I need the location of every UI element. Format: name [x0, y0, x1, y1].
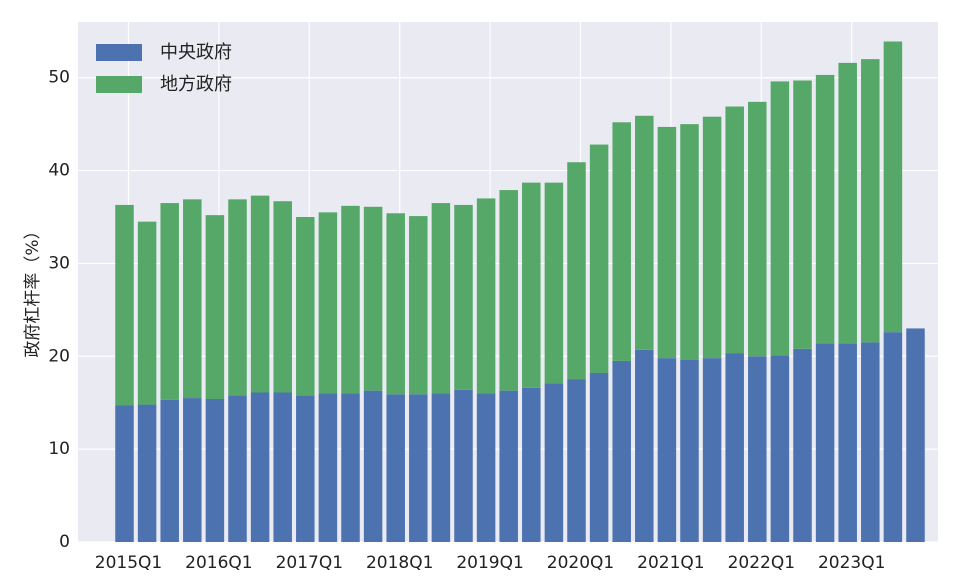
bar-central	[567, 379, 586, 542]
bar-local	[205, 215, 225, 399]
bar-local	[386, 213, 405, 395]
bar-central	[183, 398, 202, 542]
bar-central	[228, 395, 247, 542]
bar-central	[341, 393, 360, 542]
bar-local	[702, 116, 722, 359]
y-tick-label: 50	[48, 68, 70, 88]
y-tick-label: 20	[48, 346, 70, 366]
bar-central	[815, 343, 835, 542]
bar-local	[815, 74, 835, 344]
bar-local	[115, 204, 134, 406]
bar-central	[499, 390, 518, 542]
bar-local	[341, 205, 360, 394]
bar-local	[838, 62, 857, 344]
y-tick-label: 0	[59, 532, 70, 552]
bar-central	[635, 349, 654, 542]
bar-local	[318, 212, 338, 394]
y-tick-labels: 0 10 20 30 40 50	[48, 68, 70, 552]
bar-local	[499, 190, 518, 391]
bar-local	[883, 41, 903, 333]
bar-local	[657, 126, 677, 359]
bar-local	[476, 198, 496, 394]
bar-central	[770, 355, 790, 542]
bar-local	[635, 115, 654, 350]
bar-local	[228, 199, 247, 396]
bar-central	[431, 393, 451, 542]
bar-central	[137, 404, 157, 542]
bar-central	[522, 387, 541, 542]
legend-swatch	[96, 76, 142, 93]
x-tick-label: 2023Q1	[818, 553, 885, 573]
bar-local	[363, 206, 383, 391]
bar-local	[770, 81, 790, 356]
bar-local	[296, 217, 315, 396]
bar-local	[522, 182, 541, 388]
x-tick-label: 2016Q1	[185, 553, 252, 573]
bar-local	[725, 106, 744, 354]
bar-central	[906, 328, 925, 542]
x-tick-labels: 2015Q1 2016Q1 2017Q1 2018Q1 2019Q1 2020Q1 2021…	[95, 553, 886, 573]
bar-central	[657, 358, 677, 542]
bar-central	[725, 353, 744, 542]
bar-local	[567, 162, 586, 380]
bar-central	[115, 405, 134, 542]
bar-central	[296, 395, 315, 542]
y-tick-label: 10	[48, 439, 70, 459]
x-tick-label: 2017Q1	[276, 553, 343, 573]
bar-local	[861, 59, 880, 343]
x-tick-label: 2018Q1	[366, 553, 433, 573]
bar-central	[838, 343, 857, 542]
bar-central	[318, 393, 338, 542]
bar-central	[386, 394, 405, 542]
x-tick-label: 2022Q1	[728, 553, 795, 573]
bar-local	[680, 124, 699, 361]
bar-local	[160, 203, 179, 400]
bar-central	[748, 356, 767, 542]
bar-central	[589, 373, 609, 542]
bar-central	[160, 399, 179, 542]
bar-local	[748, 101, 767, 357]
bar-local	[454, 204, 473, 390]
bar-central	[454, 389, 473, 542]
bar-local	[137, 221, 157, 405]
bar-central	[476, 393, 496, 542]
y-tick-label: 30	[48, 253, 70, 273]
bar-central	[273, 392, 292, 542]
bar-central	[409, 394, 428, 542]
bar-local	[544, 182, 564, 384]
legend-label: 地方政府	[160, 74, 232, 95]
bar-central	[702, 358, 722, 542]
x-tick-label: 2019Q1	[456, 553, 523, 573]
x-tick-label: 2021Q1	[637, 553, 704, 573]
bar-central	[861, 342, 880, 542]
bar-central	[250, 392, 270, 542]
bar-central	[363, 390, 383, 542]
bar-local	[431, 203, 451, 394]
bar-central	[205, 399, 225, 542]
bar-central	[793, 348, 812, 542]
bar-central	[544, 383, 564, 542]
bars-group	[115, 41, 925, 542]
bar-central	[680, 360, 699, 542]
bar-central	[883, 332, 903, 542]
legend-swatch	[96, 44, 142, 61]
bar-local	[793, 80, 812, 349]
x-tick-label: 2020Q1	[547, 553, 614, 573]
bar-local	[273, 201, 292, 393]
x-tick-label: 2015Q1	[95, 553, 162, 573]
bar-central	[612, 360, 631, 542]
bar-local	[589, 144, 609, 373]
y-axis-title: 政府杠杆率（%）	[23, 222, 43, 357]
legend-label: 中央政府	[160, 42, 232, 63]
bar-local	[250, 195, 270, 393]
y-tick-label: 40	[48, 161, 70, 181]
bar-local	[183, 199, 202, 399]
bar-local	[409, 216, 428, 395]
bar-local	[612, 122, 631, 361]
